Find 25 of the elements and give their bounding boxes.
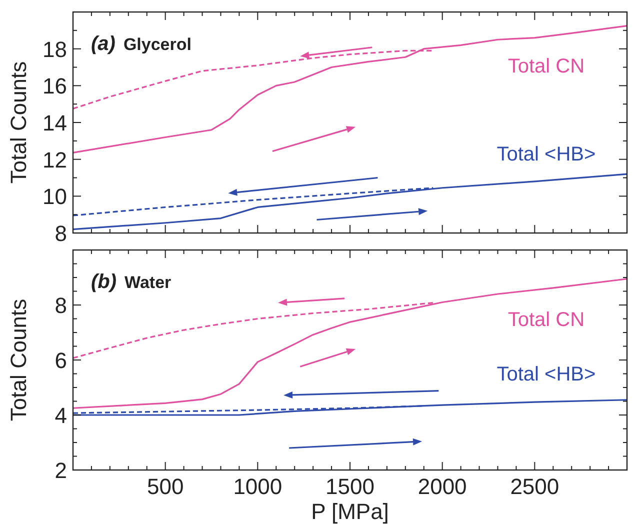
y-tick-label: 18 <box>42 36 67 62</box>
series-label: Total <HB> <box>496 364 596 386</box>
y-tick-label: 4 <box>54 403 67 428</box>
x-tick-label: 1000 <box>233 474 282 499</box>
y-tick-label: 16 <box>42 74 67 99</box>
line-series <box>72 173 628 230</box>
series-label: Total CN <box>508 56 585 78</box>
y-axis-title: Total Counts <box>6 61 31 184</box>
series-label: Total <HB> <box>496 144 596 166</box>
series-label: Total CN <box>508 308 585 331</box>
y-tick-label: 12 <box>42 147 67 172</box>
text: (a) Glycerol <box>91 33 192 55</box>
text: (b) Water <box>91 271 172 293</box>
y-tick-label: 10 <box>42 184 67 210</box>
x-tick-label: 2000 <box>418 474 467 499</box>
y-tick-label: 8 <box>54 221 67 246</box>
y-tick-label: 6 <box>54 348 67 373</box>
y-tick-label: 2 <box>54 458 67 483</box>
y-tick-label: 8 <box>54 293 67 318</box>
x-axis-title: P [MPa] <box>311 499 389 524</box>
x-tick-label: 2500 <box>510 474 560 499</box>
y-axis-title: Total Counts <box>6 298 31 422</box>
x-tick-label: 1500 <box>326 474 374 499</box>
y-tick-label: 14 <box>42 110 67 136</box>
x-tick-label: 500 <box>146 474 184 499</box>
